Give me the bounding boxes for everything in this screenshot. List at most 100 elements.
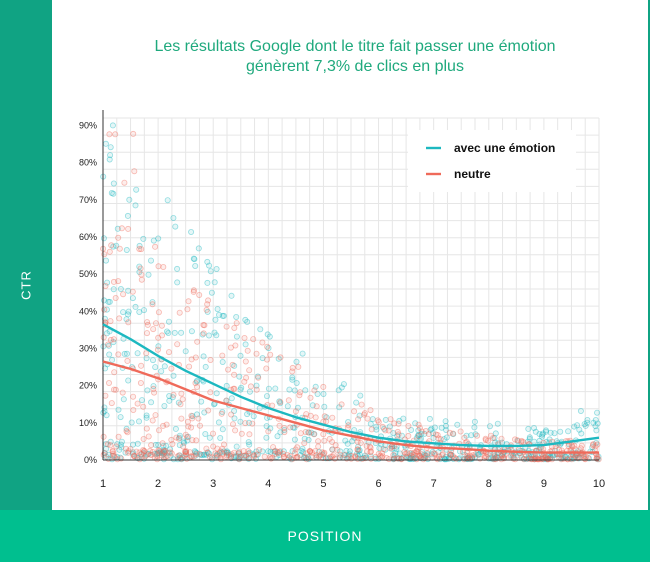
scatter-point-emotion (136, 308, 143, 315)
scatter-point-emotion (320, 390, 327, 397)
scatter-point-neutre (110, 452, 117, 459)
scatter-point-neutre (184, 418, 191, 425)
scatter-point-neutre (394, 428, 401, 435)
scatter-point-neutre (120, 291, 127, 298)
scatter-point-neutre (108, 242, 115, 249)
scatter-point-emotion (431, 424, 438, 431)
scatter-point-emotion (172, 223, 179, 230)
scatter-point-emotion (263, 393, 270, 400)
scatter-point-neutre (528, 456, 535, 463)
scatter-point-emotion (419, 449, 426, 456)
scatter-point-neutre (196, 450, 203, 457)
scatter-point-neutre (390, 451, 397, 458)
scatter-point-neutre (316, 453, 323, 460)
scatter-point-emotion (167, 452, 174, 459)
scatter-point-neutre (498, 435, 505, 442)
scatter-point-emotion (271, 448, 278, 455)
scatter-point-neutre (416, 452, 423, 459)
scatter-point-emotion (413, 435, 420, 442)
scatter-point-neutre (361, 411, 368, 418)
scatter-point-emotion (103, 330, 110, 337)
scatter-point-emotion (562, 453, 569, 460)
scatter-point-emotion (291, 424, 298, 431)
scatter-point-neutre (155, 309, 162, 316)
scatter-point-neutre (259, 339, 266, 346)
scatter-point-emotion (392, 449, 399, 456)
scatter-point-neutre (313, 454, 320, 461)
scatter-point-emotion (163, 442, 170, 449)
scatter-point-neutre (351, 408, 358, 415)
scatter-point-neutre (193, 383, 200, 390)
scatter-point-neutre (521, 456, 528, 463)
scatter-point-neutre (387, 416, 394, 423)
scatter-point-emotion (277, 400, 284, 407)
scatter-point-neutre (464, 452, 471, 459)
scatter-point-emotion (110, 190, 117, 197)
scatter-point-neutre (182, 451, 189, 458)
scatter-point-emotion (148, 399, 155, 406)
scatter-point-emotion (486, 423, 493, 430)
scatter-point-emotion (124, 212, 131, 219)
scatter-point-neutre (124, 429, 131, 436)
scatter-point-neutre (292, 446, 299, 453)
scatter-point-emotion (216, 450, 223, 457)
scatter-point-neutre (395, 431, 402, 438)
scatter-point-emotion (237, 453, 244, 460)
scatter-point-emotion (299, 445, 306, 452)
scatter-point-neutre (155, 447, 162, 454)
scatter-point-neutre (137, 265, 144, 272)
scatter-point-emotion (161, 402, 168, 409)
scatter-point-neutre (231, 385, 238, 392)
scatter-point-emotion (211, 279, 218, 286)
scatter-point-neutre (544, 456, 551, 463)
scatter-point-neutre (138, 453, 145, 460)
scatter-point-neutre (144, 321, 151, 328)
scatter-point-neutre (143, 330, 150, 337)
scatter-point-neutre (236, 449, 243, 456)
scatter-point-emotion (394, 432, 401, 439)
scatter-point-emotion (340, 381, 347, 388)
scatter-point-emotion (237, 386, 244, 393)
scatter-point-neutre (227, 344, 234, 351)
scatter-point-neutre (110, 336, 117, 343)
scatter-point-emotion (414, 432, 421, 439)
scatter-point-neutre (102, 282, 109, 289)
scatter-point-emotion (373, 423, 380, 430)
scatter-point-emotion (461, 451, 468, 458)
scatter-point-emotion (116, 446, 123, 453)
scatter-point-neutre (242, 452, 249, 459)
scatter-point-neutre (421, 455, 428, 462)
scatter-point-emotion (215, 419, 222, 426)
scatter-point-neutre (149, 448, 156, 455)
scatter-point-emotion (178, 329, 185, 336)
scatter-point-neutre (357, 439, 364, 446)
scatter-point-neutre (284, 451, 291, 458)
scatter-point-neutre (209, 430, 216, 437)
scatter-point-emotion (594, 420, 601, 427)
scatter-point-emotion (319, 451, 326, 458)
scatter-point-emotion (231, 415, 238, 422)
scatter-point-emotion (165, 318, 172, 325)
scatter-point-emotion (163, 328, 170, 335)
scatter-point-neutre (200, 321, 207, 328)
scatter-point-neutre (118, 225, 125, 232)
scatter-point-neutre (210, 443, 217, 450)
scatter-point-emotion (539, 433, 546, 440)
scatter-point-emotion (289, 376, 296, 383)
scatter-point-neutre (410, 451, 417, 458)
scatter-point-emotion (114, 441, 121, 448)
scatter-point-neutre (329, 438, 336, 445)
scatter-point-neutre (101, 306, 108, 313)
scatter-point-emotion (539, 431, 546, 438)
scatter-point-neutre (432, 431, 439, 438)
scatter-point-neutre (231, 371, 238, 378)
scatter-point-emotion (174, 265, 181, 272)
scatter-point-emotion (300, 449, 307, 456)
scatter-point-emotion (565, 428, 572, 435)
scatter-point-emotion (309, 402, 316, 409)
scatter-point-neutre (395, 420, 402, 427)
scatter-point-neutre (423, 452, 430, 459)
scatter-point-emotion (170, 214, 177, 221)
scatter-point-neutre (116, 315, 123, 322)
scatter-point-neutre (348, 452, 355, 459)
